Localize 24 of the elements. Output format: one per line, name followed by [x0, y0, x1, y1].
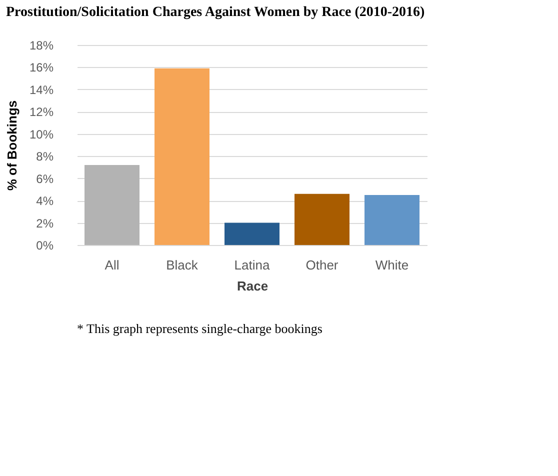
y-tick-label: 16% — [29, 60, 54, 75]
text: * This graph represents single-charge bookings — [77, 321, 322, 336]
x-tick-label: Black — [166, 258, 198, 272]
y-tick-label: 14% — [29, 82, 54, 97]
chart-title: Prostitution/Solicitation Charges Against Women by Race (2010-2016) — [6, 5, 426, 20]
y-axis-title: % of Bookings — [4, 100, 20, 191]
bar — [364, 195, 420, 245]
x-tick-label: White — [375, 258, 409, 272]
y-tick-label: 4% — [36, 194, 54, 208]
bar — [84, 165, 140, 245]
x-tick-label: All — [104, 258, 120, 272]
x-axis-title: Race — [236, 278, 268, 294]
x-tick-label: Latina — [234, 258, 270, 272]
bar — [154, 68, 210, 245]
y-tick-label: 0% — [36, 238, 54, 252]
y-tick-label: 18% — [29, 38, 54, 52]
y-tick-label: 2% — [36, 216, 54, 230]
bar — [224, 222, 280, 245]
x-tick-label: Other — [306, 258, 339, 272]
y-tick-label: 8% — [36, 150, 54, 164]
y-tick-label: 6% — [36, 172, 54, 186]
y-tick-label: 10% — [29, 127, 54, 142]
bar — [294, 194, 350, 245]
y-tick-label: 12% — [29, 105, 54, 120]
